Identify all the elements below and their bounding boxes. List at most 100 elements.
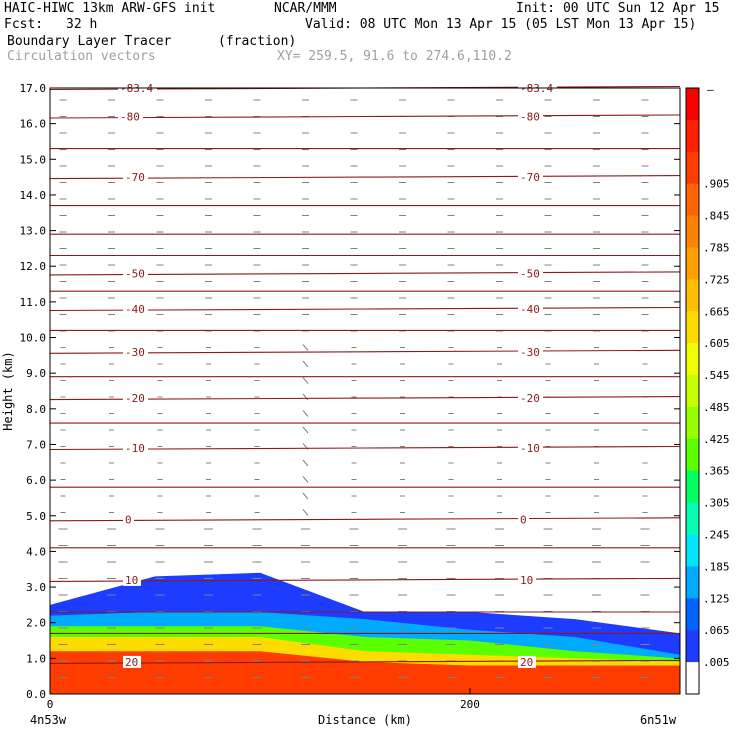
contour-label: -30 (520, 346, 540, 359)
init-time: Init: 00 UTC Sun 12 Apr 15 (516, 1, 720, 16)
circulation-vector (302, 393, 309, 401)
colorbar-swatch (686, 151, 699, 185)
contour-label: 0 (520, 513, 527, 526)
colorbar-swatch (686, 119, 699, 153)
y-tick-label: 3.0 (26, 581, 46, 594)
contour-label-bg (518, 655, 536, 668)
contour-label-bg (518, 345, 543, 358)
colorbar-label: .245 (703, 529, 730, 542)
contour-label: -20 (520, 392, 540, 405)
contour-label-bg (123, 267, 148, 280)
colorbar-swatch (686, 311, 699, 344)
y-tick-label: 1.0 (26, 652, 46, 665)
colorbar-swatch (686, 566, 699, 599)
colorbar-swatch (686, 183, 699, 217)
y-tick-label: 15.0 (20, 153, 47, 166)
y-tick-label: 13.0 (20, 225, 47, 238)
circulation-vector (302, 377, 309, 384)
contour-label-bg (123, 345, 148, 358)
colorbar-swatch (686, 343, 699, 376)
y-tick-label: 12.0 (20, 260, 47, 273)
contour-label: -40 (520, 303, 540, 316)
temperature-contour (49, 175, 681, 180)
x-endpoint-left: 4n53w (30, 713, 67, 727)
contour-label: -20 (125, 392, 145, 405)
colorbar: – .905 .845 .785 .725 .665 .605 .545 .485 .425 .36… (685, 83, 730, 695)
contour-label: 10 (125, 574, 138, 587)
circulation-vector (302, 426, 309, 434)
colorbar-label: .125 (703, 592, 730, 605)
y-tick-label: 16.0 (20, 118, 47, 131)
contour-label: -50 (125, 267, 145, 280)
colorbar-swatch (686, 215, 699, 249)
colorbar-label: .665 (703, 305, 730, 318)
vector-title: Circulation vectors (7, 49, 156, 64)
contour-label: -80 (120, 111, 140, 124)
contour-label-bg (518, 267, 543, 280)
y-axis-label: Height (km) (1, 351, 15, 430)
temperature-contour (49, 659, 681, 664)
colorbar-label: .185 (703, 560, 730, 573)
colorbar-swatch (686, 502, 699, 536)
x-endpoint-right: 6n51w (640, 713, 677, 727)
contour-label: 0 (125, 513, 132, 526)
y-tick-label: 9.0 (26, 367, 46, 380)
plot-axes: 0.0 1.0 2.0 3.0 4.0 5.0 6.0 7.0 8.0 9.0 10.0 11.0 12… (1, 82, 681, 727)
contour-label-bg (518, 392, 543, 405)
x-tick-label: 0 (47, 698, 54, 711)
colorbar-label: .365 (703, 465, 730, 478)
contour-label: 20 (125, 656, 138, 669)
x-tick-label: 200 (460, 698, 480, 711)
temperature-contour (49, 396, 681, 401)
y-tick-label: 4.0 (26, 545, 46, 558)
colorbar-label: .425 (703, 433, 730, 446)
contour-label-bg (518, 513, 529, 526)
y-tick-label: 6.0 (26, 474, 46, 487)
temperature-contour (49, 114, 681, 119)
y-tick-label: 11.0 (20, 296, 47, 309)
valid-time: Valid: 08 UTC Mon 13 Apr 15 (05 LST Mon … (305, 17, 697, 32)
x-axis-label: Distance (km) (318, 713, 412, 727)
colorbar-swatch (686, 375, 699, 408)
y-tick-label: 5.0 (26, 510, 46, 523)
colorbar-swatch (686, 279, 699, 312)
circulation-vector (302, 476, 309, 483)
colorbar-label: .005 (703, 656, 730, 669)
contour-label-bg (518, 171, 543, 184)
contour-label: -30 (125, 346, 145, 359)
circulation-vector (302, 410, 309, 417)
colorbar-label: .845 (703, 210, 730, 223)
contour-label-bg (518, 303, 543, 316)
model-title: HAIC-HIWC 13km ARW-GFS init (4, 1, 216, 16)
colorbar-frame (685, 87, 700, 695)
colorbar-swatch (686, 630, 699, 663)
contour-label-bg (518, 110, 543, 123)
colorbar-label: .725 (703, 273, 730, 286)
temperature-contour (49, 577, 681, 582)
y-tick-label: 7.0 (26, 438, 46, 451)
colorbar-label: .605 (703, 337, 730, 350)
colorbar-swatch (686, 662, 699, 695)
circulation-vector (302, 459, 309, 467)
forecast-label: Fcst: (4, 17, 44, 32)
y-tick-label: 14.0 (20, 189, 47, 202)
contour-label: -80 (520, 111, 540, 124)
y-tick-label: 0.0 (26, 688, 46, 701)
y-tick-label: 17.0 (20, 82, 47, 95)
contour-label: -40 (125, 303, 145, 316)
contour-label-bg (123, 655, 141, 668)
circulation-vector (302, 492, 309, 500)
circulation-vectors (58, 99, 650, 678)
contour-label-bg (123, 392, 148, 405)
colorbar-swatch (686, 534, 699, 568)
colorbar-swatch (686, 406, 699, 440)
colorbar-label: .065 (703, 624, 730, 637)
contour-label-bg (123, 513, 134, 526)
field-title: Boundary Layer Tracer (7, 34, 172, 49)
org-label: NCAR/MMM (274, 1, 337, 16)
forecast-hours: 32 h (66, 17, 98, 32)
colorbar-swatch (686, 470, 699, 504)
temperature-contour (49, 517, 681, 522)
circulation-vector (302, 344, 309, 351)
